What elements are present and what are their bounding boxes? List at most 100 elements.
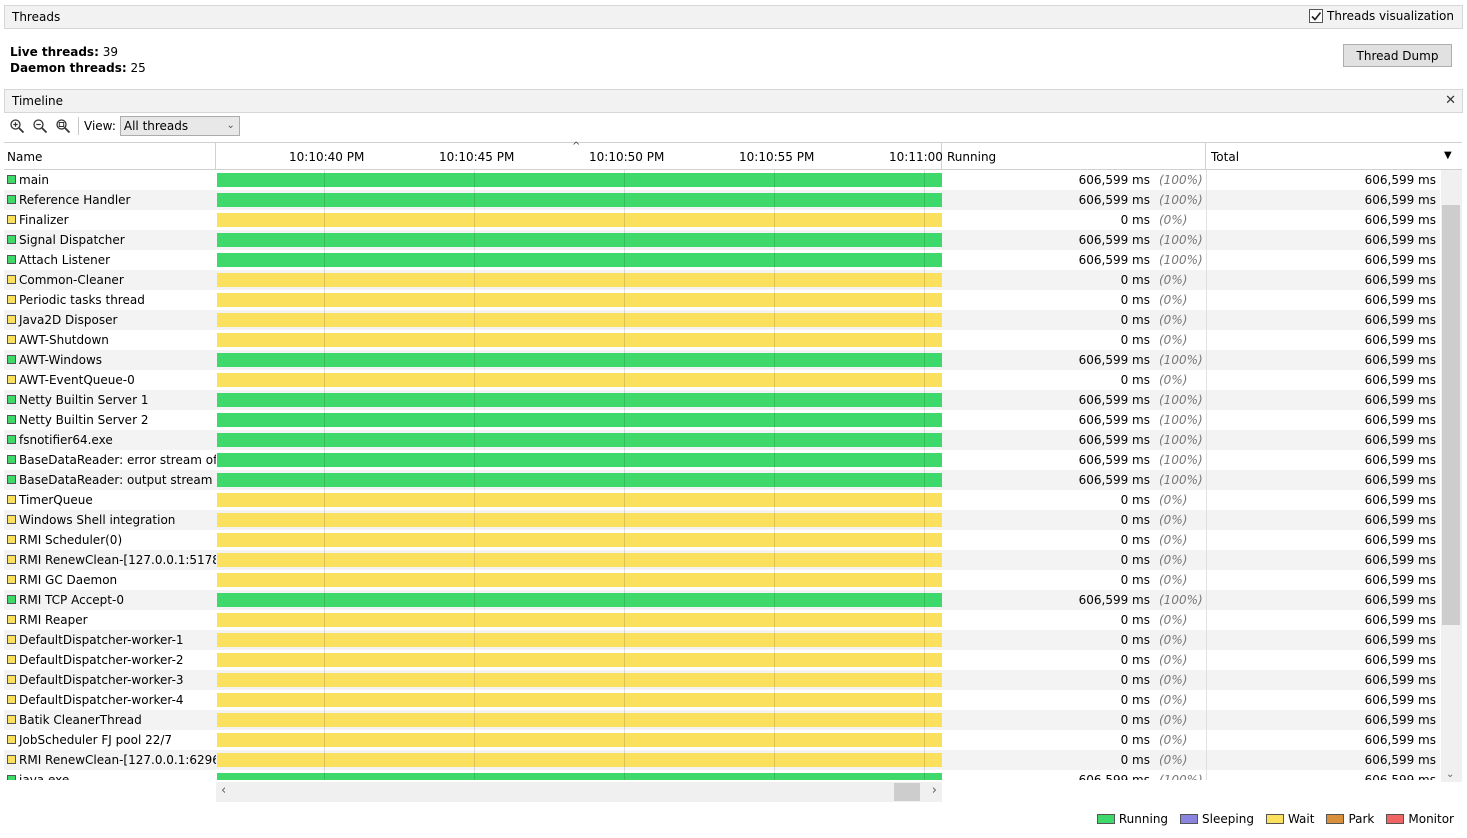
timeline-grid-line [774, 170, 775, 780]
vertical-scrollbar-thumb[interactable] [1442, 205, 1460, 625]
thread-state-icon [7, 335, 16, 344]
thread-state-icon [7, 455, 16, 464]
total-time: 606,599 ms [1364, 473, 1436, 487]
chevron-left-icon[interactable]: ‹ [221, 783, 227, 798]
thread-name: Periodic tasks thread [19, 293, 145, 307]
legend-item: Sleeping [1180, 812, 1254, 826]
thread-name-cell: BaseDataReader: error stream of f [4, 450, 216, 470]
thread-name-cell: Common-Cleaner [4, 270, 216, 290]
horizontal-scrollbar-thumb[interactable] [894, 783, 920, 801]
table-row[interactable]: Java2D Disposer 0 ms (0%) 606,599 ms [4, 310, 1440, 330]
table-row[interactable]: RMI TCP Accept-0 606,599 ms (100%) 606,599 … [4, 590, 1440, 610]
total-time: 606,599 ms [1364, 773, 1436, 780]
threads-visualization-toggle[interactable]: Threads visualization [1309, 9, 1454, 23]
thread-state-icon [7, 215, 16, 224]
table-row[interactable]: BaseDataReader: error stream of f 606,599… [4, 450, 1440, 470]
running-percent: (0%) [1159, 373, 1188, 387]
thread-name-cell: RMI RenewClean-[127.0.0.1:62960 [4, 750, 216, 770]
running-percent: (100%) [1159, 253, 1203, 267]
daemon-threads-value: 25 [130, 61, 146, 75]
table-row[interactable]: DefaultDispatcher-worker-3 0 ms (0%) 606,59… [4, 670, 1440, 690]
table-row[interactable]: Reference Handler 606,599 ms (100%) 606,599… [4, 190, 1440, 210]
thread-timeline-bar [217, 273, 942, 287]
table-row[interactable]: TimerQueue 0 ms (0%) 606,599 ms [4, 490, 1440, 510]
checkmark-icon [1311, 12, 1322, 21]
table-row[interactable]: DefaultDispatcher-worker-4 0 ms (0%) 606,59… [4, 690, 1440, 710]
running-percent: (100%) [1159, 413, 1203, 427]
thread-dump-button[interactable]: Thread Dump [1343, 44, 1452, 67]
thread-timeline-bar [217, 733, 942, 747]
table-row[interactable]: Netty Builtin Server 1 606,599 ms (100%) 60… [4, 390, 1440, 410]
table-row[interactable]: fsnotifier64.exe 606,599 ms (100%) 606,599 … [4, 430, 1440, 450]
thread-timeline-bar [217, 613, 942, 627]
running-percent: (0%) [1159, 673, 1188, 687]
table-row[interactable]: Batik CleanerThread 0 ms (0%) 606,599 ms [4, 710, 1440, 730]
legend-label: Sleeping [1202, 812, 1254, 826]
live-threads-line: Live threads: 39 [10, 44, 146, 60]
live-threads-label: Live threads: [10, 45, 99, 59]
thread-name-cell: DefaultDispatcher-worker-4 [4, 690, 216, 710]
running-time: 606,599 ms [1078, 253, 1150, 267]
table-row[interactable]: Netty Builtin Server 2 606,599 ms (100%) 60… [4, 410, 1440, 430]
zoom-in-icon[interactable] [7, 116, 27, 136]
table-row[interactable]: Attach Listener 606,599 ms (100%) 606,599 m… [4, 250, 1440, 270]
table-row[interactable]: RMI Scheduler(0) 0 ms (0%) 606,599 ms [4, 530, 1440, 550]
column-header-timeline[interactable]: ^ 10:10:40 PM 10:10:45 PM 10:10:50 PM 10… [216, 141, 943, 170]
table-row[interactable]: java.exe 606,599 ms (100%) 606,599 ms [4, 770, 1440, 780]
thread-timeline-bar [217, 553, 942, 567]
table-row[interactable]: RMI Reaper 0 ms (0%) 606,599 ms [4, 610, 1440, 630]
table-row[interactable]: AWT-Shutdown 0 ms (0%) 606,599 ms [4, 330, 1440, 350]
table-row[interactable]: BaseDataReader: output stream of 606,599 … [4, 470, 1440, 490]
threads-visualization-checkbox[interactable] [1309, 9, 1324, 23]
thread-name: RMI Scheduler(0) [19, 533, 123, 547]
column-menu-icon[interactable]: ▼ [1440, 142, 1462, 170]
legend-label: Wait [1287, 812, 1315, 826]
table-row[interactable]: AWT-Windows 606,599 ms (100%) 606,599 ms [4, 350, 1440, 370]
view-dropdown[interactable]: All threads ⌄ [119, 116, 240, 136]
table-row[interactable]: Finalizer 0 ms (0%) 606,599 ms [4, 210, 1440, 230]
chevron-right-icon[interactable]: › [931, 783, 937, 798]
running-time: 606,599 ms [1078, 173, 1150, 187]
thread-name: Reference Handler [19, 193, 131, 207]
running-time: 0 ms [1120, 493, 1150, 507]
total-time: 606,599 ms [1364, 613, 1436, 627]
chevron-down-icon[interactable]: ⌄ [1446, 769, 1455, 780]
table-row[interactable]: RMI GC Daemon 0 ms (0%) 606,599 ms [4, 570, 1440, 590]
total-time: 606,599 ms [1364, 233, 1436, 247]
table-row[interactable]: Windows Shell integration 0 ms (0%) 606,599… [4, 510, 1440, 530]
view-dropdown-value: All threads [123, 119, 189, 133]
thread-state-icon [7, 235, 16, 244]
thread-timeline-bar [217, 513, 942, 527]
table-row[interactable]: Common-Cleaner 0 ms (0%) 606,599 ms [4, 270, 1440, 290]
table-row[interactable]: DefaultDispatcher-worker-2 0 ms (0%) 606,59… [4, 650, 1440, 670]
thread-timeline-bar [217, 653, 942, 667]
close-icon[interactable]: ✕ [1445, 93, 1456, 108]
column-header-name[interactable]: Name [4, 142, 216, 170]
vertical-scrollbar[interactable]: ⌄ [1441, 170, 1462, 782]
table-row[interactable]: AWT-EventQueue-0 0 ms (0%) 606,599 ms [4, 370, 1440, 390]
zoom-out-icon[interactable] [30, 116, 50, 136]
table-row[interactable]: RMI RenewClean-[127.0.0.1:62960 0 ms (0%) 6… [4, 750, 1440, 770]
total-time: 606,599 ms [1364, 673, 1436, 687]
thread-timeline-bar [217, 293, 942, 307]
table-row[interactable]: Periodic tasks thread 0 ms (0%) 606,599 ms [4, 290, 1440, 310]
threads-table: main 606,599 ms (100%) 606,599 ms Reference … [4, 170, 1440, 780]
thread-name: Finalizer [19, 213, 69, 227]
running-time: 0 ms [1120, 713, 1150, 727]
table-row[interactable]: JobScheduler FJ pool 22/7 0 ms (0%) 606,599… [4, 730, 1440, 750]
column-header-running[interactable]: Running [942, 142, 1206, 170]
running-percent: (100%) [1159, 393, 1203, 407]
time-tick: 10:10:50 PM [589, 150, 665, 164]
thread-name-cell: fsnotifier64.exe [4, 430, 216, 450]
thread-state-icon [7, 295, 16, 304]
zoom-fit-icon[interactable] [53, 116, 73, 136]
table-row[interactable]: main 606,599 ms (100%) 606,599 ms [4, 170, 1440, 190]
table-row[interactable]: RMI RenewClean-[127.0.0.1:51785 0 ms (0%) 6… [4, 550, 1440, 570]
horizontal-scrollbar[interactable]: ‹ › [216, 782, 942, 802]
thread-name-cell: DefaultDispatcher-worker-3 [4, 670, 216, 690]
table-row[interactable]: Signal Dispatcher 606,599 ms (100%) 606,599… [4, 230, 1440, 250]
running-percent: (100%) [1159, 473, 1203, 487]
table-row[interactable]: DefaultDispatcher-worker-1 0 ms (0%) 606,59… [4, 630, 1440, 650]
thread-name: Java2D Disposer [19, 313, 118, 327]
column-header-total[interactable]: Total [1206, 142, 1440, 170]
